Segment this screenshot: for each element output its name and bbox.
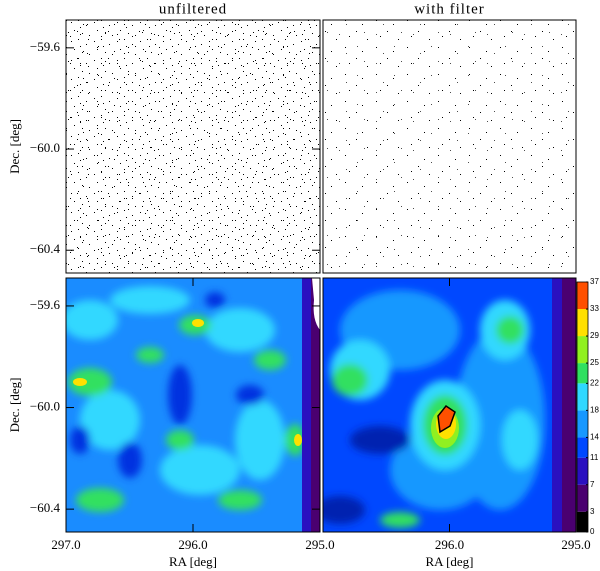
density-map-unfiltered [66, 278, 320, 532]
panel-frame [322, 19, 577, 274]
colorbar-tick-label: 7 [590, 480, 595, 489]
colorbar-frame [576, 281, 589, 533]
y-tick-label: −60.4 [30, 241, 61, 256]
y-tick-label: −59.6 [30, 39, 61, 54]
colorbar-band [577, 484, 588, 512]
colorbar-band [577, 336, 588, 364]
colorbar-band [577, 282, 588, 310]
y-tick-label: −60.0 [30, 140, 60, 155]
colorbar-tick-label: 22 [590, 378, 599, 387]
y-axis-label: Dec. [deg] [7, 378, 22, 433]
panel-title: unfiltered [159, 1, 227, 17]
panel-title: with filter [414, 1, 485, 17]
colorbar-tick-label: 11 [590, 453, 599, 462]
y-tick-label: −59.6 [30, 297, 61, 312]
y-tick-label: −60.0 [30, 399, 60, 414]
colorbar-band [577, 437, 588, 458]
star-field-unfiltered [66, 20, 320, 273]
colorbar-tick-label: 0 [590, 527, 595, 536]
star-field-filtered [323, 20, 576, 273]
colorbar-band [577, 457, 588, 485]
y-tick-label: −60.4 [30, 500, 61, 515]
colorbar-band [577, 383, 588, 411]
colorbar-band [577, 511, 588, 532]
colorbar-tick-label: 3 [590, 507, 595, 516]
colorbar-tick-label: 29 [590, 331, 599, 340]
colorbar-tick-label: 25 [590, 358, 599, 367]
colorbar-band [577, 309, 588, 337]
colorbar-band [577, 410, 588, 438]
x-tick-label: 297.0 [51, 537, 80, 552]
x-tick-label: 295.0 [561, 537, 590, 552]
colorbar-band [577, 363, 588, 384]
y-axis-label: Dec. [deg] [7, 119, 22, 174]
x-tick-label: 295.0 [305, 537, 334, 552]
x-tick-label: 296.0 [435, 537, 464, 552]
colorbar-tick-label: 33 [590, 304, 599, 313]
colorbar-tick-label: 14 [590, 433, 599, 442]
panel-frame [65, 19, 321, 274]
x-axis-label: RA [deg] [169, 554, 217, 569]
colorbar-tick-label: 37 [590, 277, 599, 286]
colorbar-tick-label: 18 [590, 405, 599, 414]
density-map-filtered [323, 278, 576, 532]
x-axis-label: RA [deg] [425, 554, 473, 569]
x-tick-label: 296.0 [178, 537, 207, 552]
